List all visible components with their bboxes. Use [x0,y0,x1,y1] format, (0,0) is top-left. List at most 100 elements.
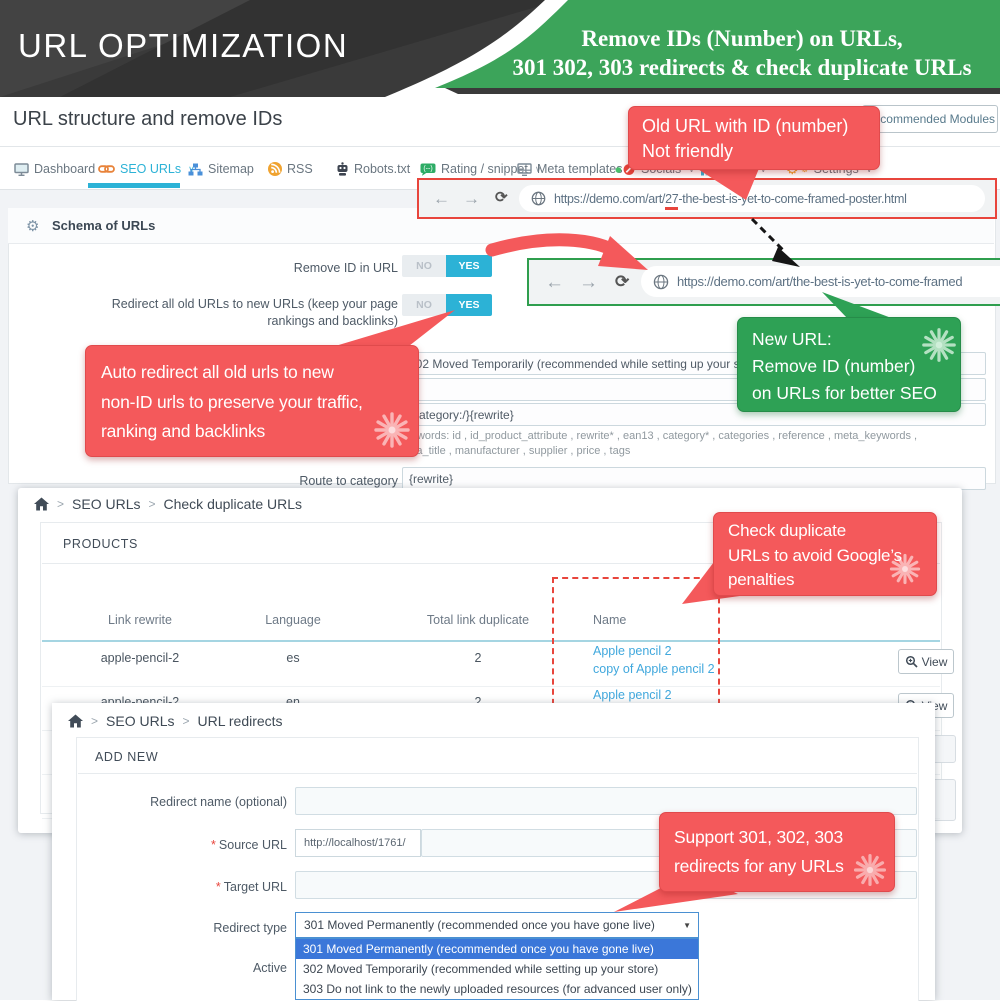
active-label: Active [252,961,287,975]
callout-auto-redirect: Auto redirect all old urls to new non-ID… [85,345,419,457]
globe-icon [531,191,546,206]
tab-label: SEO URLs [120,162,182,176]
route-to-category-input[interactable] [402,467,986,490]
col-name: Name [593,613,627,627]
svg-text:(--): (--) [423,165,432,172]
tab-label: RSS [287,162,313,176]
sparkle-icon [889,553,921,585]
cell-link-rewrite: apple-pencil-2 [100,651,180,665]
callout-tail [822,292,894,319]
col-language: Language [265,613,321,627]
back-icon[interactable]: ← [545,272,564,293]
forward-icon[interactable]: → [579,272,598,293]
forward-icon[interactable]: → [463,189,480,208]
callout-support-redirects: Support 301, 302, 303 redirects for any … [659,812,895,892]
address-bar[interactable]: https://demo.com/art/the-best-is-yet-to-… [641,266,1000,297]
redirect-type-label: Redirect type [213,921,287,935]
reload-icon[interactable]: ⟳ [495,189,508,206]
col-link-rewrite: Link rewrite [108,613,172,627]
banner-tagline-line2: 301 302, 303 redirects & check duplicate… [512,55,972,80]
redirect-name-label: Redirect name (optional) [150,795,287,809]
arrow-toggle-to-browser [485,233,648,270]
gear-icon: ⚙ [26,218,40,235]
robot-icon [337,162,348,176]
target-url-label: * Target URL [215,880,287,894]
product-link[interactable]: copy of Apple pencil 2 [593,662,715,676]
tab-rating-snippet[interactable]: (--) Rating / snippet ∨ [420,162,541,176]
route-to-category-label: Route to category [299,474,398,488]
redirect-type-select[interactable]: 301 Moved Permanently (recommended once … [295,912,699,938]
callout-old-url: Old URL with ID (number) Not friendly [628,106,880,170]
toggle-yes[interactable]: YES [446,294,492,316]
chevron-down-icon: ∨ [534,163,542,174]
toggle-yes[interactable]: YES [446,255,492,277]
breadcrumb-seo-urls[interactable]: SEO URLs [106,713,175,729]
toggle-no[interactable]: NO [402,294,446,316]
breadcrumb-check-duplicate[interactable]: Check duplicate URLs [163,496,303,512]
remove-id-toggle[interactable]: NO YES [402,255,492,277]
banner-tagline-line1: Remove IDs (Number) on URLs, [581,26,903,51]
reload-icon[interactable]: ⟳ [615,272,630,291]
breadcrumb-url-redirects[interactable]: URL redirects [197,713,283,729]
sitemap-icon [188,163,203,175]
cell-total: 2 [474,651,482,665]
banner-art [0,0,1000,97]
product-link[interactable]: Apple pencil 2 [593,688,672,702]
zoom-icon [905,655,918,668]
products-card-title: PRODUCTS [63,537,138,551]
breadcrumb: > SEO URLs > URL redirects [68,713,283,729]
tab-robots-txt[interactable]: Robots.txt [336,162,410,176]
sparkle-icon [922,328,956,362]
callout-new-url: New URL: Remove ID (number) on URLs for … [737,317,961,412]
tab-label: Dashboard [34,162,96,176]
link-icon [98,165,115,173]
home-icon[interactable] [68,714,83,728]
option-302[interactable]: 302 Moved Temporarily (recommended while… [303,962,659,976]
url-text: https://demo.com/art/27-the-best-is-yet-… [554,191,907,210]
source-url-prefix: http://localhost/1761/ [295,829,421,857]
option-301[interactable]: 301 Moved Permanently (recommended once … [296,939,698,959]
url-text: https://demo.com/art/the-best-is-yet-to-… [677,274,963,289]
page-title: URL structure and remove IDs [13,108,283,130]
callout-tail [312,310,455,353]
url-id-highlight: 27 [665,191,679,210]
arrow-old-to-new-url [750,217,800,267]
rating-icon: (--) [420,163,436,176]
option-303[interactable]: 303 Do not link to the newly uploaded re… [303,982,692,996]
browser-bar-old-url: ← → ⟳ https://demo.com/art/27-the-best-i… [417,178,997,219]
dashboard-icon [14,162,29,176]
cell-total: 2 [474,695,482,709]
redirect-old-urls-label: Redirect all old URLs to new URLs (keep … [111,297,398,328]
tab-seo-urls[interactable]: SEO URLs ∨ [98,162,195,176]
tab-dashboard[interactable]: Dashboard [14,162,95,176]
col-total-duplicate: Total link duplicate [426,613,530,627]
tab-label: Rating / snippet [441,162,528,176]
add-new-title: ADD NEW [95,750,159,764]
redirect-old-urls-toggle[interactable]: NO YES [402,294,492,316]
globe-icon [653,274,669,289]
redirect-type-dropdown: 301 Moved Permanently (recommended once … [295,938,699,1000]
active-tab-underline [88,183,180,188]
toggle-no[interactable]: NO [402,255,446,277]
tab-label: Robots.txt [354,162,411,176]
address-bar[interactable]: https://demo.com/art/27-the-best-is-yet-… [519,185,985,212]
redirect-name-input[interactable] [295,787,917,815]
tab-meta-templates[interactable]: Meta templates [517,162,622,176]
tab-sitemap[interactable]: Sitemap [188,162,254,176]
keywords-help-text: Keywords: id , id_product_attribute , re… [398,430,918,457]
sparkle-icon [853,853,887,887]
view-button[interactable]: View [898,649,954,674]
home-icon[interactable] [34,497,49,511]
back-icon[interactable]: ← [433,189,450,208]
tab-rss[interactable]: RSS [268,162,313,176]
select-caret-icon: ▼ [683,921,691,930]
callout-tail [690,164,760,200]
product-link[interactable]: Apple pencil 2 [593,644,672,658]
remove-id-label: Remove ID in URL [293,261,398,275]
breadcrumb-seo-urls[interactable]: SEO URLs [72,496,141,512]
callout-check-duplicate: Check duplicate URLs to avoid Google’s p… [713,512,937,596]
recommended-modules-button[interactable]: Recommended Modules [862,105,998,133]
banner-tagline: Remove IDs (Number) on URLs, 301 302, 30… [488,24,996,82]
source-url-label: * Source URL [211,838,287,852]
schema-panel-title: Schema of URLs [52,218,156,233]
